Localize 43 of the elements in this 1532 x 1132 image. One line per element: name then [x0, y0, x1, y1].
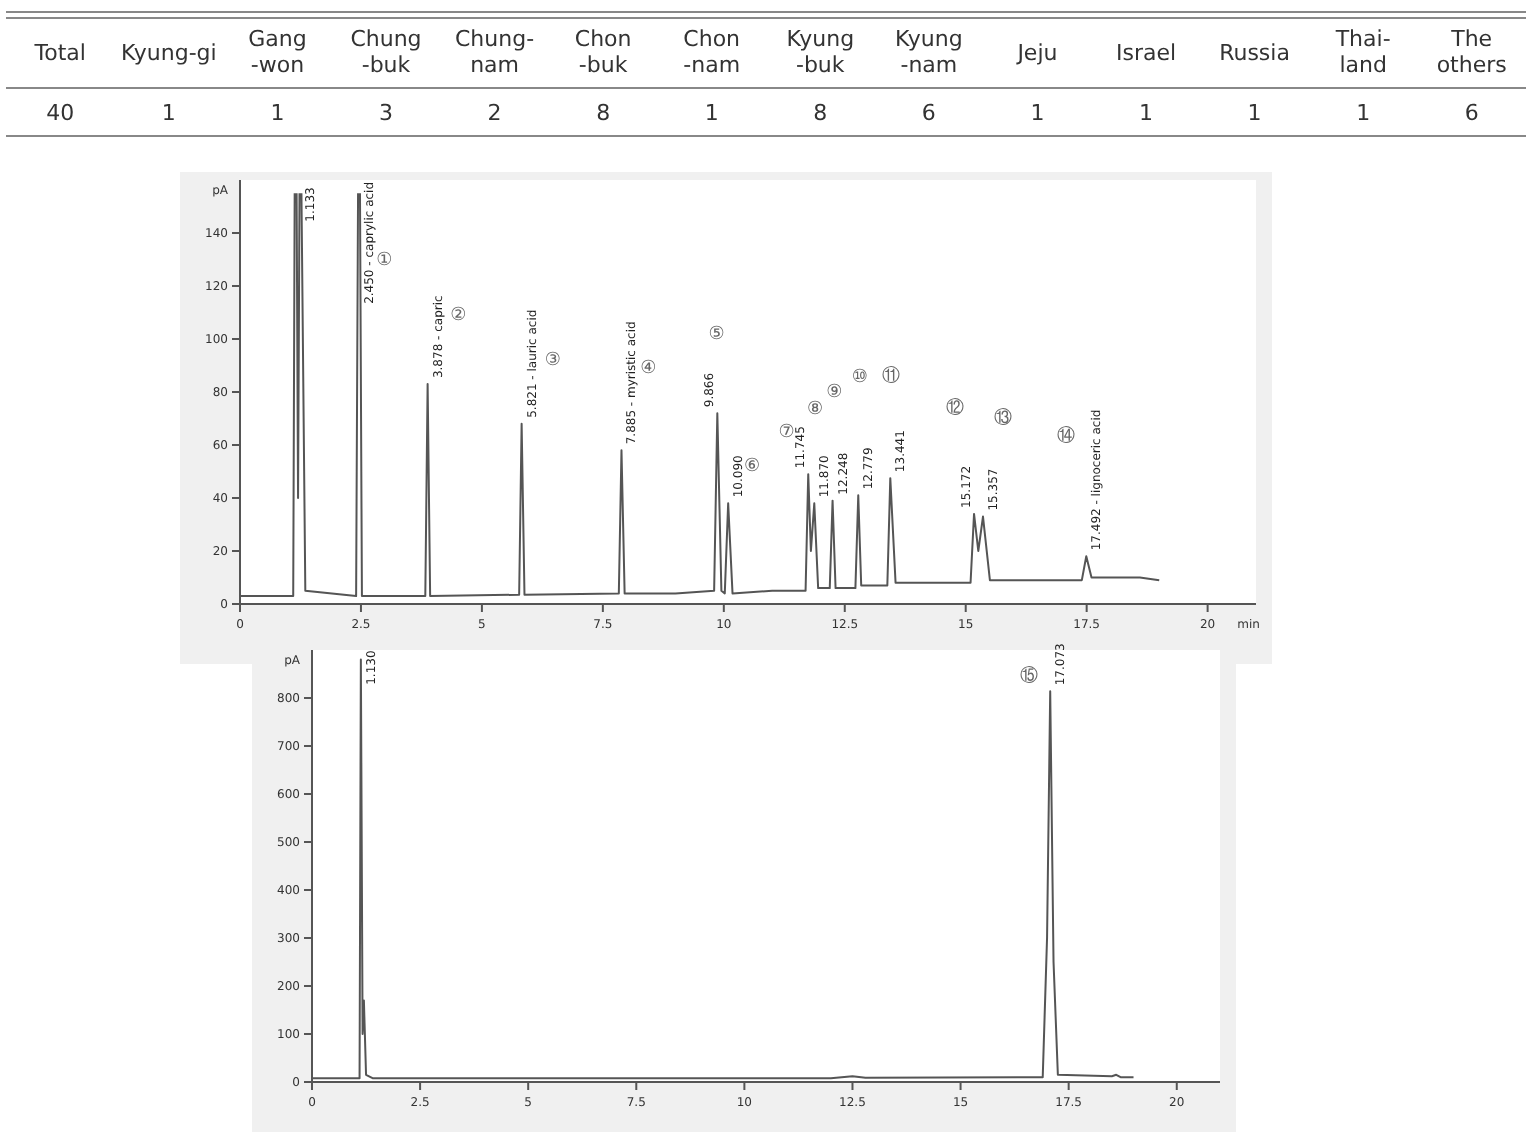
- category-label: Total: [32, 40, 86, 66]
- data-label: 6: [921, 100, 936, 126]
- category-label: Chung- nam: [455, 26, 535, 78]
- data-label: 1: [161, 100, 176, 126]
- category-label: Kyung -buk: [786, 26, 855, 78]
- data-label: 40: [46, 100, 75, 126]
- category-label: The others: [1436, 26, 1508, 78]
- category-label: Chon -buk: [574, 26, 632, 78]
- annotation: ⑫: [946, 396, 965, 419]
- annotation: ⑦: [778, 422, 795, 443]
- category-label: Thai- land: [1333, 26, 1391, 78]
- data-label: 8: [596, 100, 611, 126]
- annotation: ⑪: [882, 365, 901, 388]
- data-label: 1: [270, 100, 285, 126]
- annotation: ⑤: [708, 324, 725, 345]
- data-label: 2: [487, 100, 502, 126]
- category-label: Chon -nam: [683, 26, 741, 78]
- annotation: ⑨: [826, 382, 843, 403]
- annotation: ①: [376, 250, 393, 271]
- annotation: ⑬: [994, 407, 1013, 430]
- data-label: 1: [1247, 100, 1262, 126]
- category-label: Jeju: [1015, 40, 1058, 66]
- annotation: ⑮: [1020, 664, 1039, 687]
- annotation: ⑭: [1057, 424, 1076, 447]
- annotation: ⑩: [851, 368, 868, 389]
- data-label: 3: [379, 100, 393, 126]
- annotation: ②: [450, 306, 467, 327]
- category-label: Chung -buk: [350, 26, 422, 78]
- data-label: 1: [1356, 100, 1371, 126]
- category-label: Israel: [1115, 40, 1177, 66]
- annotation: ④: [640, 359, 657, 380]
- data-label: 6: [1464, 100, 1479, 126]
- data-label: 1: [1030, 100, 1045, 126]
- category-label: Russia: [1219, 40, 1290, 66]
- data-label: 8: [813, 100, 828, 126]
- annotation: ⑥: [743, 457, 761, 478]
- category-label: Gang -won: [248, 26, 307, 78]
- data-label: 1: [704, 100, 719, 126]
- data-label: 1: [1139, 100, 1153, 126]
- annotation: ⑧: [806, 400, 824, 421]
- category-label: Kyung -nam: [895, 26, 963, 78]
- annotation: ③: [544, 351, 562, 372]
- category-label: Kyung-gi: [121, 40, 217, 66]
